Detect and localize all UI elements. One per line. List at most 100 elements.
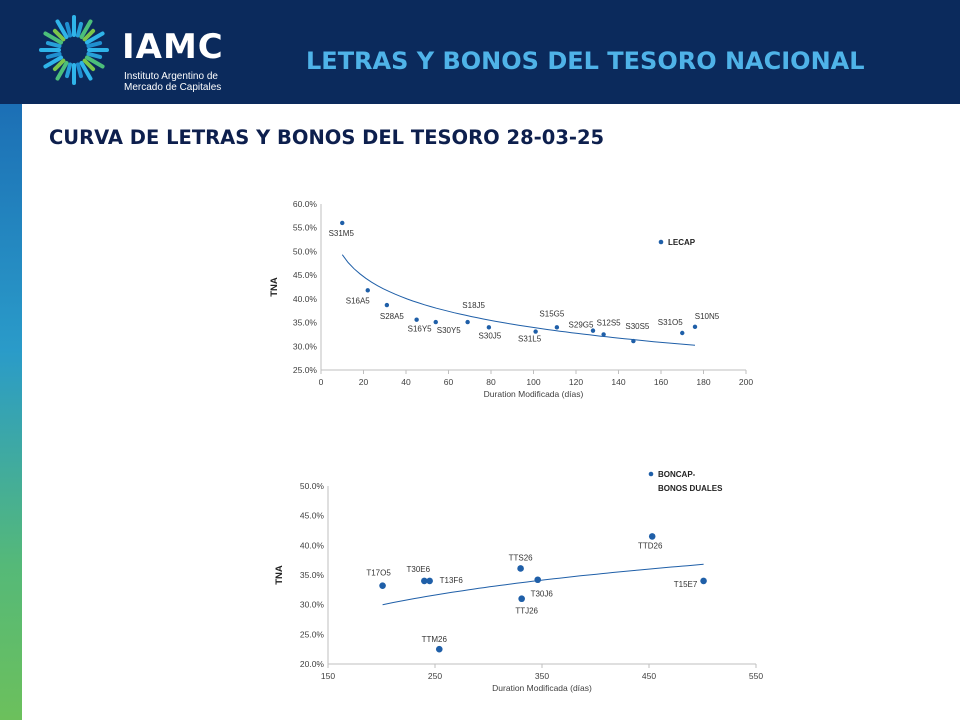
data-point-s29g5 xyxy=(590,328,596,333)
y-tick-label: 40.0% xyxy=(300,540,325,550)
logo-ray xyxy=(86,51,103,59)
data-point-s16a5 xyxy=(365,288,370,293)
data-point-ttj26 xyxy=(518,595,525,603)
x-tick-label: 0 xyxy=(319,377,324,387)
data-label-s16y5: S16Y5 xyxy=(408,325,433,334)
data-label-ttd26: TTD26 xyxy=(638,541,663,550)
data-label-t15e7: T15E7 xyxy=(674,580,698,589)
x-tick-label: 200 xyxy=(739,377,753,387)
data-point-t15e7 xyxy=(700,577,707,585)
data-label-t17o5: T17O5 xyxy=(366,569,391,578)
header-bar xyxy=(0,0,960,104)
x-tick-label: 100 xyxy=(526,377,540,387)
data-point-ttm26 xyxy=(435,645,443,653)
data-point-s12s5 xyxy=(601,332,606,337)
x-tick-label: 550 xyxy=(749,671,763,681)
data-point-s10n5 xyxy=(692,324,698,330)
page-title: CURVA DE LETRAS Y BONOS DEL TESORO 28-03… xyxy=(49,126,605,149)
legend-label: BONCAP- xyxy=(658,470,696,479)
x-tick-label: 60 xyxy=(444,377,454,387)
logo-ray xyxy=(65,62,73,79)
data-point-s18j5 xyxy=(465,319,470,325)
data-label-ttj26: TTJ26 xyxy=(515,607,538,616)
data-label-s31o5: S31O5 xyxy=(658,318,683,327)
logo-ray xyxy=(45,51,62,59)
y-tick-label: 60.0% xyxy=(293,199,318,209)
data-point-t30e6 xyxy=(421,577,428,585)
legend-marker xyxy=(658,239,664,245)
x-tick-label: 80 xyxy=(486,377,496,387)
data-label-ttm26: TTM26 xyxy=(422,635,448,644)
y-tick-label: 55.0% xyxy=(293,223,318,233)
data-label-s29g5: S29G5 xyxy=(569,321,594,330)
data-label-s16a5: S16A5 xyxy=(346,296,371,305)
logo-ray xyxy=(43,31,64,45)
x-tick-label: 140 xyxy=(611,377,625,387)
data-point-t17o5 xyxy=(379,582,386,589)
logo-ray xyxy=(84,55,105,69)
x-tick-label: 180 xyxy=(696,377,710,387)
y-tick-label: 50.0% xyxy=(293,246,318,256)
x-tick-label: 40 xyxy=(401,377,411,387)
logo-subtitle: Instituto Argentino de Mercado de Capita… xyxy=(124,71,264,93)
y-tick-label: 50.0% xyxy=(300,481,325,491)
y-tick-label: 20.0% xyxy=(300,659,325,669)
data-label-s18j5: S18J5 xyxy=(462,301,485,310)
data-point-t30j6 xyxy=(534,576,542,584)
data-point-s16y5 xyxy=(414,317,419,322)
header-title: LETRAS Y BONOS DEL TESORO NACIONAL xyxy=(306,47,865,75)
y-tick-label: 25.0% xyxy=(293,365,318,375)
legend-label-line2: BONOS DUALES xyxy=(658,484,723,493)
y-tick-label: 30.0% xyxy=(293,341,318,351)
data-point-s31o5 xyxy=(680,330,685,336)
data-label-t13f6: T13F6 xyxy=(440,576,464,585)
x-axis-label: Duration Modificada (días) xyxy=(484,389,584,399)
iamc-logo-icon xyxy=(39,15,109,85)
sidebar-gradient-strip xyxy=(0,104,22,720)
y-tick-label: 45.0% xyxy=(293,270,318,280)
data-point-s15g5 xyxy=(554,325,560,330)
data-point-s30j5 xyxy=(486,325,492,330)
data-label-tts26: TTS26 xyxy=(509,553,534,562)
logo-ray xyxy=(65,21,73,38)
data-label-s31m5: S31M5 xyxy=(329,229,355,238)
x-tick-label: 250 xyxy=(428,671,442,681)
x-tick-label: 350 xyxy=(535,671,549,681)
data-label-s10n5: S10N5 xyxy=(695,312,720,321)
x-tick-label: 120 xyxy=(569,377,583,387)
data-label-s30s5: S30S5 xyxy=(625,322,650,331)
data-point-s30y5 xyxy=(433,319,438,325)
data-label-s12s5: S12S5 xyxy=(597,318,622,327)
logo-ray xyxy=(52,28,66,42)
logo-ray xyxy=(55,60,69,81)
logo-ray xyxy=(84,31,105,45)
data-point-s31m5 xyxy=(340,220,345,226)
data-label-s30j5: S30J5 xyxy=(479,331,502,340)
logo-ray xyxy=(86,41,103,49)
y-axis-label: TNA xyxy=(274,565,285,585)
logo-ray xyxy=(82,28,96,42)
logo-ray xyxy=(79,60,93,81)
logo-ray xyxy=(55,19,69,40)
x-tick-label: 450 xyxy=(642,671,656,681)
x-tick-label: 150 xyxy=(321,671,335,681)
lecap-chart: 25.0% 30.0% 35.0% 40.0% 45.0% 50.0% 55.0% 60.0%… xyxy=(269,199,753,399)
y-tick-label: 40.0% xyxy=(293,294,318,304)
x-tick-label: 160 xyxy=(654,377,668,387)
logo-ray xyxy=(75,62,83,79)
logo-ray xyxy=(82,58,96,72)
data-label-t30e6: T30E6 xyxy=(407,565,431,574)
data-point-tts26 xyxy=(517,565,524,572)
data-label-s28a5: S28A5 xyxy=(380,312,405,321)
y-tick-label: 25.0% xyxy=(300,629,325,639)
y-tick-label: 45.0% xyxy=(300,511,325,521)
y-tick-label: 35.0% xyxy=(293,318,318,328)
x-tick-label: 20 xyxy=(359,377,369,387)
data-label-s30y5: S30Y5 xyxy=(437,326,462,335)
data-point-s31l5 xyxy=(533,329,538,334)
trendline xyxy=(382,563,704,606)
data-label-s15g5: S15G5 xyxy=(539,309,564,318)
y-tick-label: 30.0% xyxy=(300,600,325,610)
legend-marker xyxy=(648,471,654,477)
data-point-t13f6 xyxy=(426,577,433,585)
